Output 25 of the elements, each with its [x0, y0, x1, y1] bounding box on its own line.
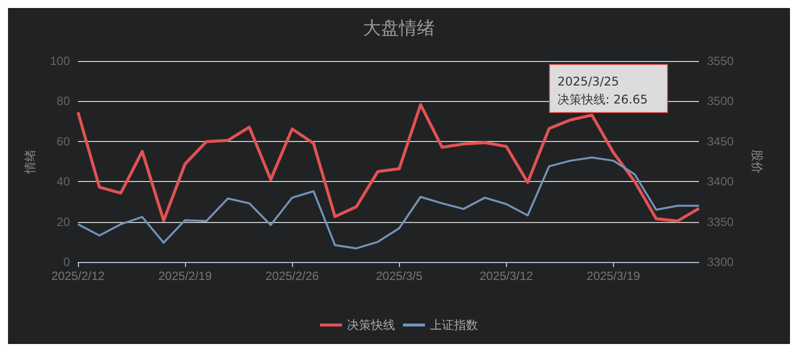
y-tick-label: 0 — [63, 255, 70, 269]
y-tick-label: 20 — [56, 214, 70, 229]
x-tick-label: 2025/2/12 — [51, 269, 106, 283]
y-tick-label: 40 — [56, 174, 70, 189]
y-tick-label: 80 — [56, 94, 70, 108]
x-tick-label: 2025/2/19 — [158, 269, 212, 283]
line-series — [77, 156, 700, 250]
y2-axis-title: 股价 — [750, 150, 764, 174]
y2-tick-label: 3350 — [707, 214, 734, 229]
y2-tick-label: 3400 — [707, 174, 734, 189]
y2-tick-label: 3450 — [707, 134, 734, 148]
y-tick-label: 60 — [56, 134, 70, 148]
chart-title: 大盘情绪 — [363, 18, 435, 38]
y2-tick-label: 3550 — [707, 54, 734, 68]
x-tick-label: 2025/3/12 — [480, 269, 534, 283]
legend-label: 决策快线 — [347, 318, 395, 332]
annotation: 2025/3/25 决策快线: 26.65 — [558, 74, 648, 106]
legend-label: 上证指数 — [430, 318, 478, 332]
y2-tick-label: 3300 — [707, 255, 734, 269]
y-tick-label: 100 — [50, 54, 70, 68]
y2-tick-label: 3500 — [707, 94, 734, 108]
y-axis-title: 情绪 — [23, 150, 37, 174]
x-tick-label: 2025/2/26 — [265, 269, 320, 283]
x-tick-label: 2025/3/19 — [586, 269, 640, 283]
x-tick-label: 2025/3/5 — [376, 269, 423, 283]
